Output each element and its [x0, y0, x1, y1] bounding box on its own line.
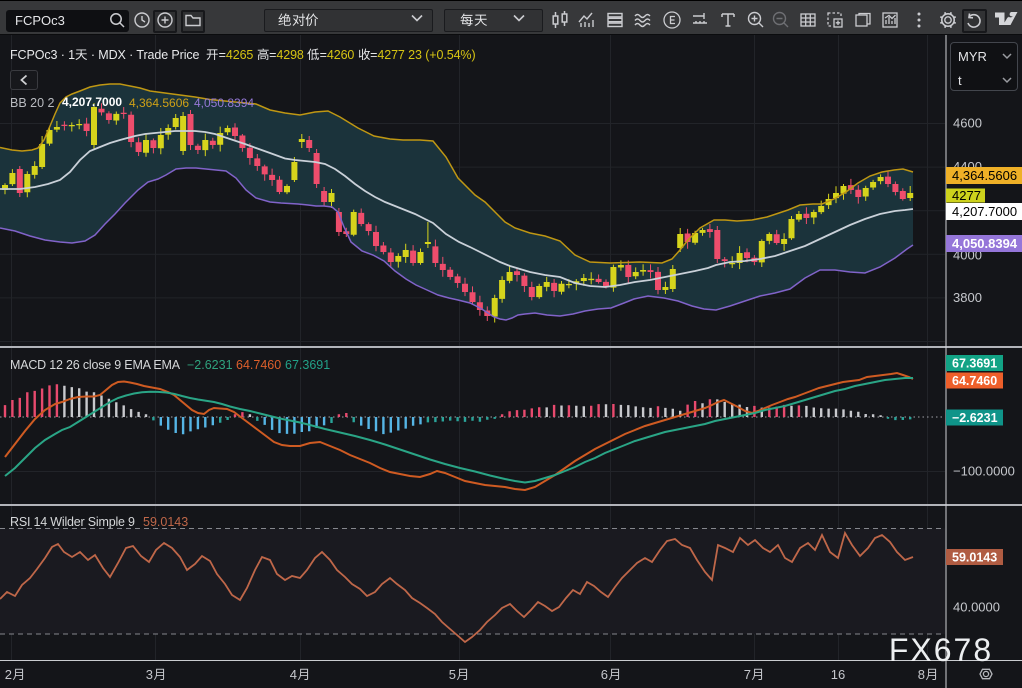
svg-text:4277: 4277 [952, 188, 981, 203]
svg-text:4600: 4600 [953, 116, 982, 131]
svg-text:40.0000: 40.0000 [953, 600, 1000, 615]
svg-text:−2.6231: −2.6231 [952, 411, 998, 425]
svg-text:3: 3 [146, 667, 153, 682]
svg-text:4,207.7000: 4,207.7000 [952, 204, 1017, 219]
svg-text:8: 8 [918, 667, 925, 682]
svg-text:59.0143: 59.0143 [952, 551, 997, 565]
svg-text:−100.0000: −100.0000 [953, 464, 1015, 479]
svg-text:2: 2 [5, 667, 12, 682]
svg-text:5: 5 [449, 667, 456, 682]
svg-text:4: 4 [290, 667, 297, 682]
svg-text:7: 7 [744, 667, 751, 682]
svg-text:4,050.8394: 4,050.8394 [952, 236, 1018, 251]
svg-text:67.3691: 67.3691 [952, 357, 997, 371]
svg-text:4,364.5606: 4,364.5606 [952, 168, 1017, 183]
svg-text:64.7460: 64.7460 [952, 374, 997, 388]
svg-text:3800: 3800 [953, 290, 982, 305]
svg-text:16: 16 [831, 667, 845, 682]
svg-text:FX678: FX678 [889, 632, 993, 668]
svg-text:6: 6 [601, 667, 608, 682]
